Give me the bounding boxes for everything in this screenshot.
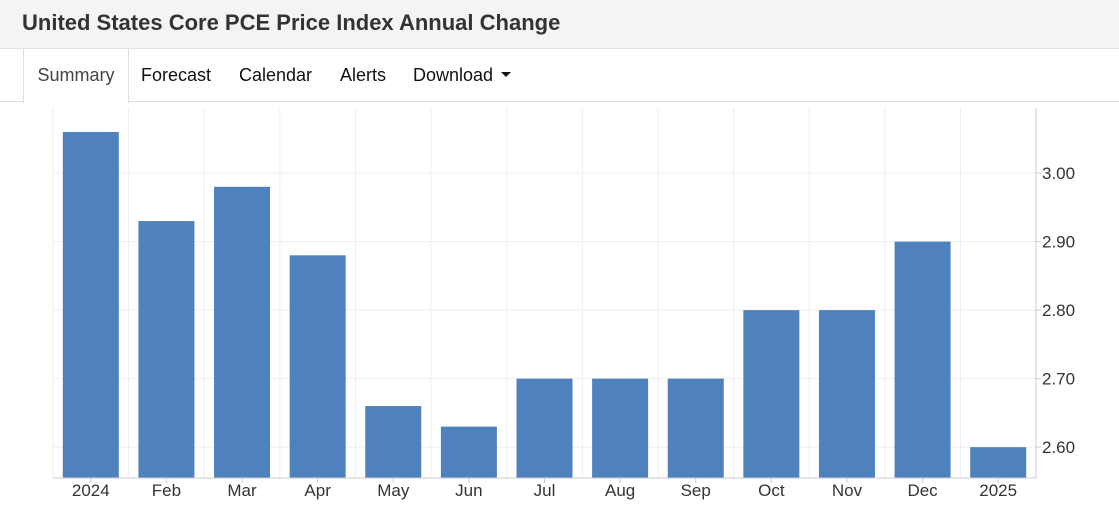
chart-labels: 2.60 2.70 2.80 2.90 3.00 2024 Feb Mar Apr May Jun J… bbox=[72, 164, 1075, 500]
x-tick-label: Nov bbox=[832, 481, 863, 500]
y-tick-label: 3.00 bbox=[1042, 164, 1075, 183]
tab-download[interactable]: Download bbox=[413, 49, 512, 102]
caret-down-icon bbox=[501, 71, 512, 77]
tab-bar: Summary Forecast Calendar Alerts Downloa… bbox=[0, 49, 1119, 103]
tab-forecast[interactable]: Forecast bbox=[141, 65, 212, 85]
x-tick-label: Mar bbox=[227, 481, 257, 500]
x-tick-label: May bbox=[377, 481, 410, 500]
bar bbox=[894, 241, 951, 478]
bar bbox=[440, 426, 497, 478]
tab-summary[interactable]: Summary bbox=[23, 49, 129, 103]
page-header: United States Core PCE Price Index Annua… bbox=[0, 0, 1119, 49]
tab-calendar[interactable]: Calendar bbox=[239, 65, 313, 85]
x-tick-label: Dec bbox=[907, 481, 938, 500]
bar bbox=[289, 255, 346, 478]
bar bbox=[138, 221, 195, 479]
bar bbox=[743, 310, 800, 478]
x-tick-label: 2024 bbox=[72, 481, 110, 500]
chart-axes bbox=[53, 108, 1041, 483]
x-tick-label: Sep bbox=[681, 481, 711, 500]
bar bbox=[365, 406, 422, 478]
bar bbox=[667, 378, 724, 478]
x-tick-label: 2025 bbox=[979, 481, 1017, 500]
bar bbox=[62, 131, 119, 478]
y-tick-label: 2.90 bbox=[1042, 233, 1075, 252]
tab-alerts[interactable]: Alerts bbox=[340, 65, 387, 85]
bar bbox=[970, 447, 1027, 478]
y-tick-label: 2.60 bbox=[1042, 438, 1075, 457]
tab-download-label: Download bbox=[413, 65, 494, 85]
x-tick-label: Oct bbox=[758, 481, 785, 500]
x-tick-label: Aug bbox=[605, 481, 635, 500]
bar-chart: 2.60 2.70 2.80 2.90 3.00 2024 Feb Mar Apr May Jun J… bbox=[52, 108, 1075, 500]
x-tick-label: Apr bbox=[304, 481, 331, 500]
chart-bars bbox=[62, 131, 1027, 479]
bar bbox=[818, 310, 875, 478]
bar bbox=[214, 186, 271, 478]
y-tick-label: 2.80 bbox=[1042, 301, 1075, 320]
x-tick-label: Jul bbox=[534, 481, 556, 500]
bar bbox=[592, 378, 649, 478]
x-tick-label: Feb bbox=[152, 481, 181, 500]
x-tick-label: Jun bbox=[455, 481, 482, 500]
y-tick-label: 2.70 bbox=[1042, 370, 1075, 389]
bar bbox=[516, 378, 573, 478]
page-title: United States Core PCE Price Index Annua… bbox=[22, 10, 561, 35]
